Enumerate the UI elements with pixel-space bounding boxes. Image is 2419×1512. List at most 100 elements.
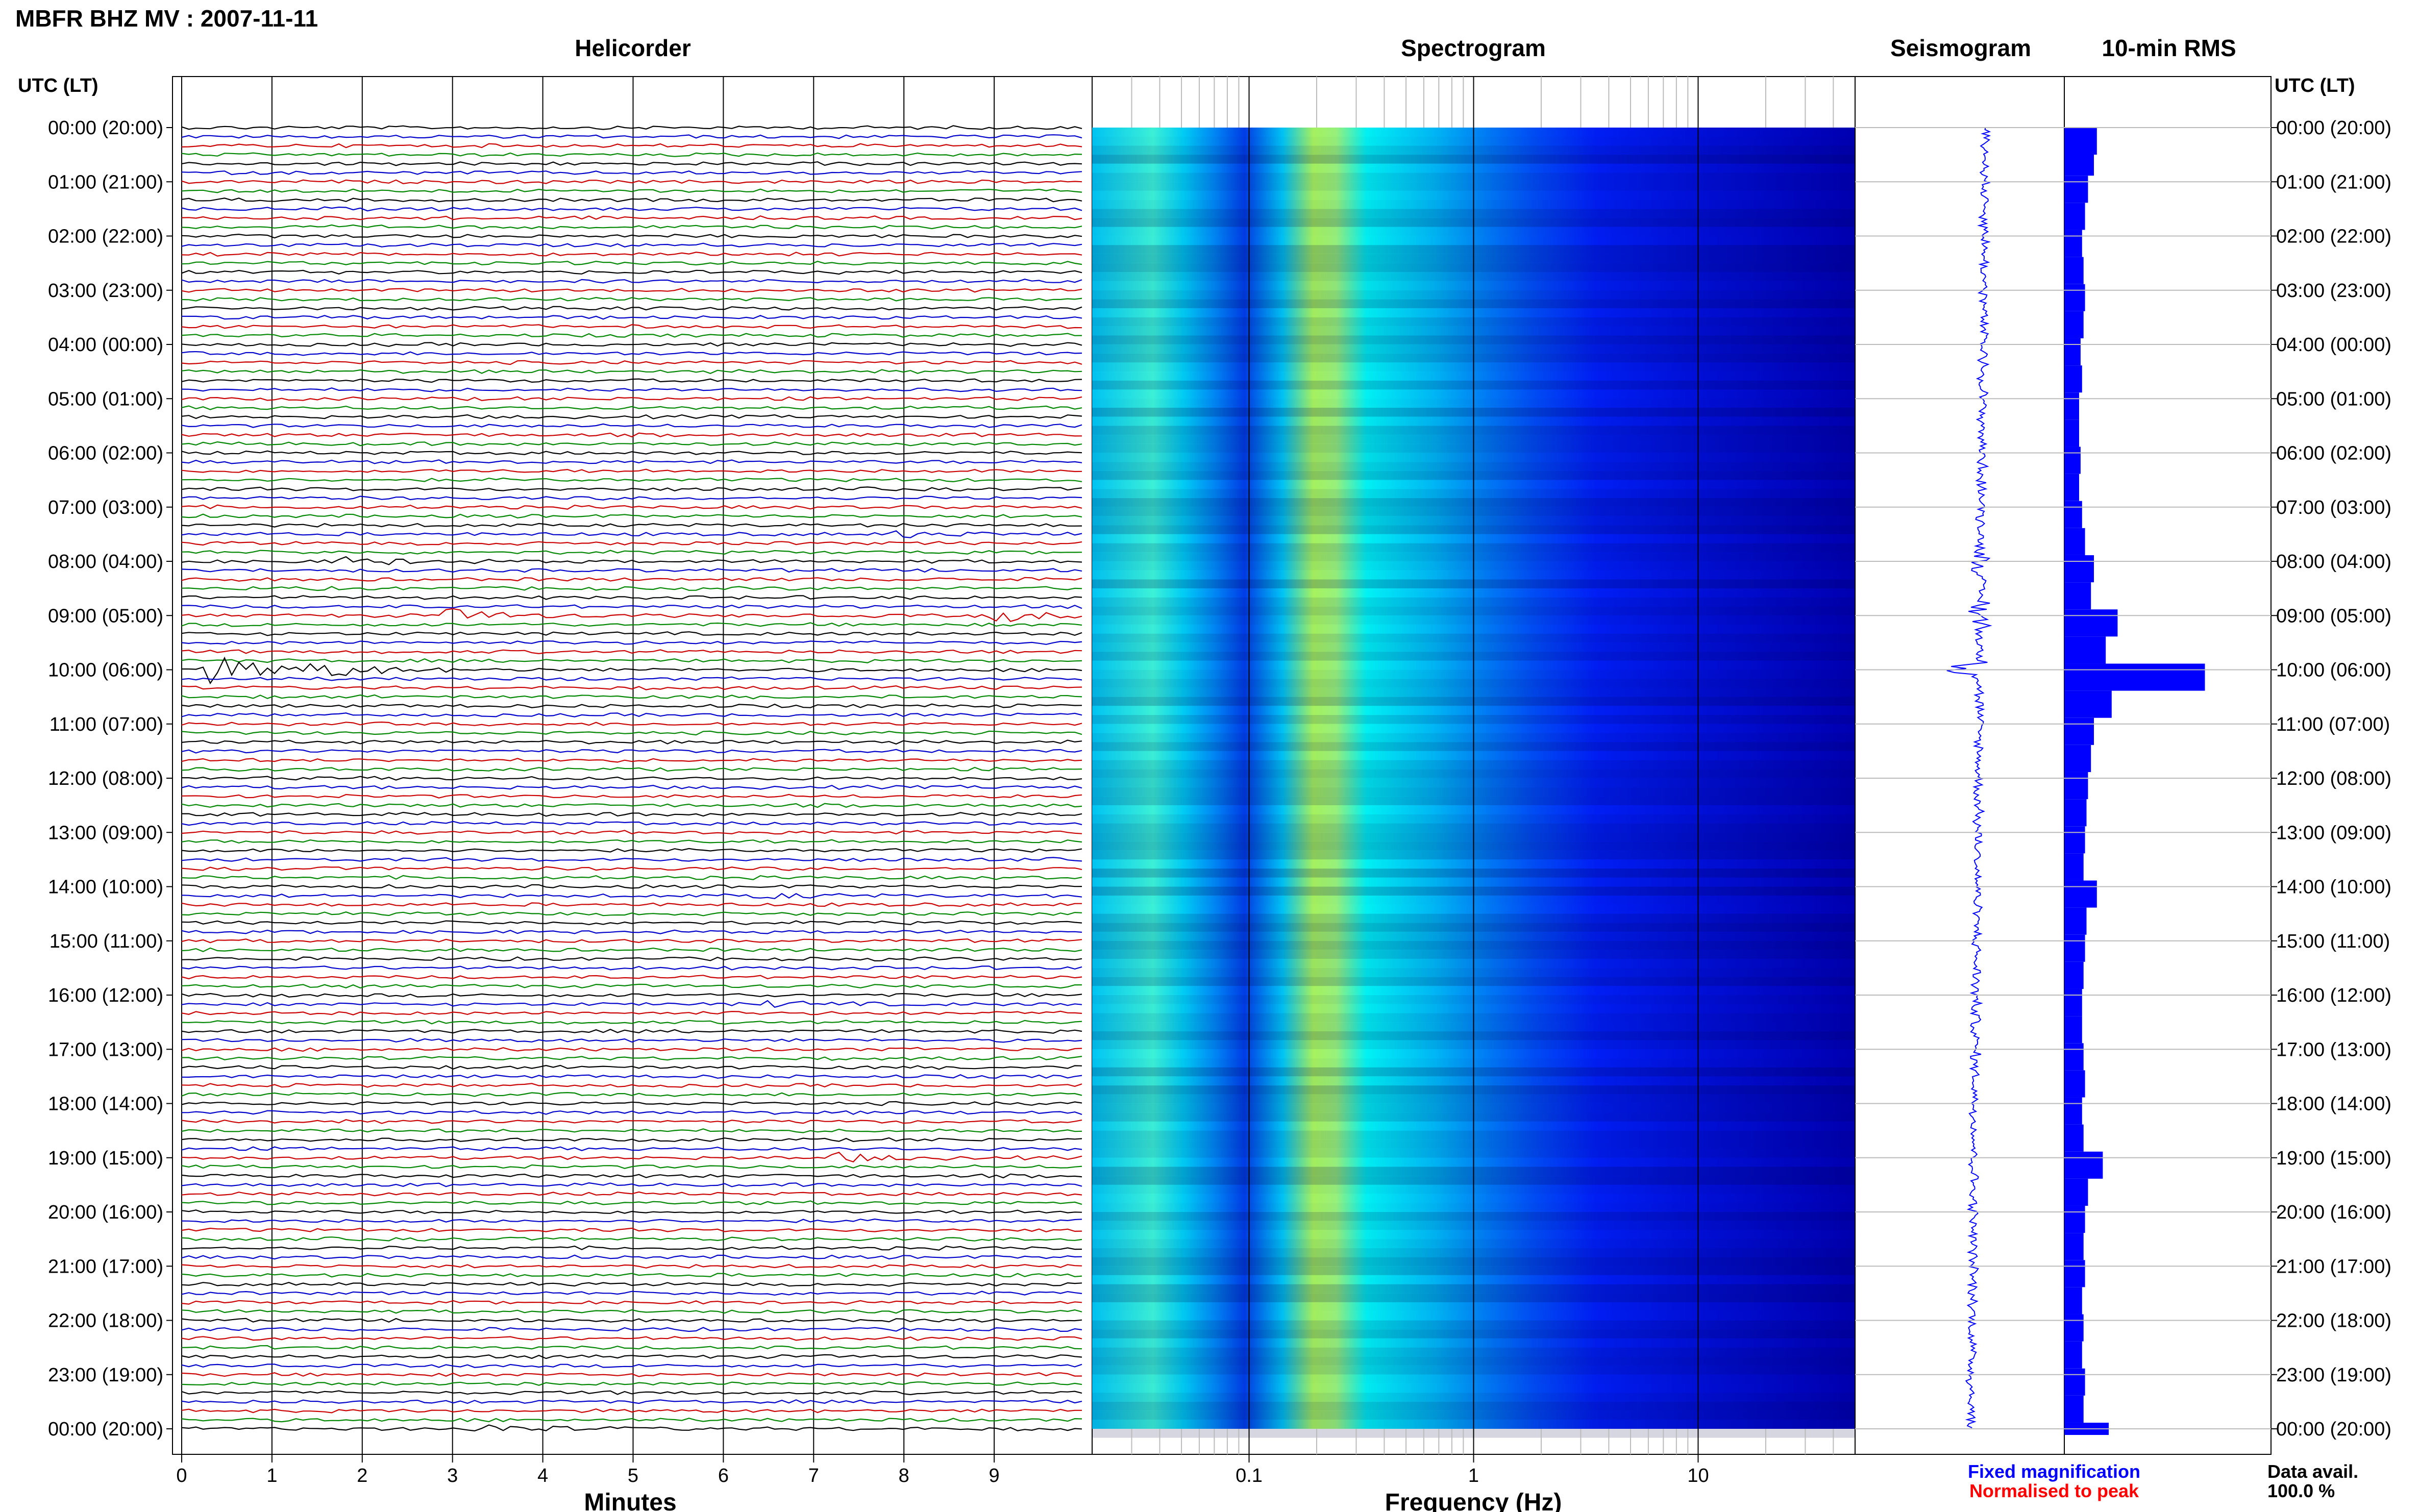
helicorder-trace [181,152,1082,157]
helicorder-trace [181,1152,1082,1163]
helicorder-trace [181,387,1082,392]
helicorder-trace [181,405,1082,410]
helicorder-trace [181,1137,1082,1143]
helicorder-xtick-label: 5 [628,1465,638,1486]
hour-label-left: 16:00 (12:00) [48,985,163,1006]
helicorder-trace [181,1254,1082,1260]
helicorder-trace [181,414,1082,419]
helicorder-trace [181,604,1082,609]
helicorder-trace [181,1146,1082,1151]
hour-label-right: 08:00 (04:00) [2276,551,2391,573]
helicorder-trace [181,839,1082,844]
hour-label-left: 12:00 (08:00) [48,768,163,789]
hour-label-left: 10:00 (06:00) [48,660,163,681]
rms-bar [2064,1043,2084,1071]
helicorder-trace [181,333,1082,338]
helicorder-trace [181,1029,1082,1034]
helicorder-trace [181,1354,1082,1359]
rms-bar [2064,555,2094,583]
spectrogram-xtick-label: 0.1 [1236,1465,1263,1486]
helicorder-trace [181,749,1082,754]
helicorder-trace [181,1372,1082,1377]
helicorder-trace [181,432,1082,438]
helicorder-xtick-label: 6 [718,1465,729,1486]
rms-bar [2064,447,2081,474]
rms-bar [2064,419,2079,447]
rms-bar [2064,1260,2085,1287]
seismogram-panel [1855,76,2065,1455]
helicorder-trace [181,1390,1082,1396]
helicorder-trace [181,530,1082,538]
helicorder-trace [181,513,1082,519]
hour-label-right: 18:00 (14:00) [2276,1094,2391,1115]
hour-label-left: 02:00 (22:00) [48,226,163,247]
helicorder-trace [181,206,1082,212]
helicorder-trace [181,1164,1082,1169]
helicorder-trace [181,1345,1082,1350]
helicorder-panel [172,76,1093,1455]
data-availability-label: Data avail. [2267,1461,2358,1482]
hour-label-right: 11:00 (07:00) [2276,714,2390,735]
legend-fixed-magnification: Fixed magnification [1968,1461,2140,1482]
hour-label-right: 01:00 (21:00) [2276,171,2391,193]
helicorder-trace [181,1200,1082,1205]
data-availability-value: 100.0 % [2267,1480,2335,1501]
helicorder-trace [181,170,1082,176]
helicorder-trace [181,459,1082,464]
rms-bar [2064,1395,2084,1423]
time-axis: 00:00 (20:00) 00:00 (20:00) 01:00 (21:00) 0… [48,117,2391,1440]
rms-bar [2064,880,2097,908]
helicorder-trace [181,269,1082,275]
helicorder-trace [181,676,1082,681]
helicorder-trace [181,143,1082,148]
hour-label-right: 02:00 (22:00) [2276,226,2391,247]
helicorder-trace [181,784,1082,790]
hour-label-right: 21:00 (17:00) [2276,1256,2391,1277]
helicorder-trace [181,685,1082,690]
rms-bar [2064,1368,2085,1396]
helicorder-trace [181,884,1082,889]
helicorder-trace [181,694,1082,700]
hour-label-left: 18:00 (14:00) [48,1094,163,1115]
rms-bar [2064,392,2079,420]
hour-label-right: 17:00 (13:00) [2276,1039,2391,1060]
helicorder-trace [181,1173,1082,1179]
helicorder-trace [181,1408,1082,1414]
helicorder-xtick-label: 4 [537,1465,548,1486]
hour-label-left: 20:00 (16:00) [48,1202,163,1223]
spectrogram-xtick-label: 1 [1468,1465,1479,1486]
hour-label-right: 05:00 (01:00) [2276,388,2391,410]
hour-label-left: 19:00 (15:00) [48,1148,163,1169]
helicorder-trace [181,351,1082,356]
helicorder-trace [181,1273,1082,1278]
hour-label-left: 00:00 (20:00) [48,1419,163,1440]
helicorder-xtick-label: 1 [266,1465,277,1486]
helicorder-trace [181,504,1082,510]
rms-frame [2064,76,2272,1455]
hour-label-right: 09:00 (05:00) [2276,605,2391,627]
helicorder-trace [181,188,1082,193]
rms-bar [2064,1341,2082,1369]
helicorder-trace [181,197,1082,203]
helicorder-trace [181,1399,1082,1404]
spectrogram-title: Spectrogram [1401,35,1546,61]
rms-bar [2064,582,2091,610]
helicorder-xtick-label: 9 [989,1465,1000,1486]
helicorder-trace [181,608,1082,622]
helicorder-trace [181,315,1082,320]
rms-bar [2064,284,2085,311]
helicorder-trace [181,712,1082,717]
hour-label-right: 10:00 (06:00) [2276,660,2391,681]
helicorder-trace [181,477,1082,483]
hour-label-left: 07:00 (03:00) [48,497,163,518]
rms-bar [2064,1178,2088,1206]
helicorder-trace [181,1000,1082,1008]
helicorder-trace [181,1056,1082,1061]
hour-label-left: 14:00 (10:00) [48,877,163,898]
helicorder-trace [181,821,1082,826]
helicorder-trace [181,1227,1082,1233]
rms-bar [2064,690,2112,718]
hour-label-right: 00:00 (20:00) [2276,117,2391,139]
helicorder-trace [181,794,1082,799]
